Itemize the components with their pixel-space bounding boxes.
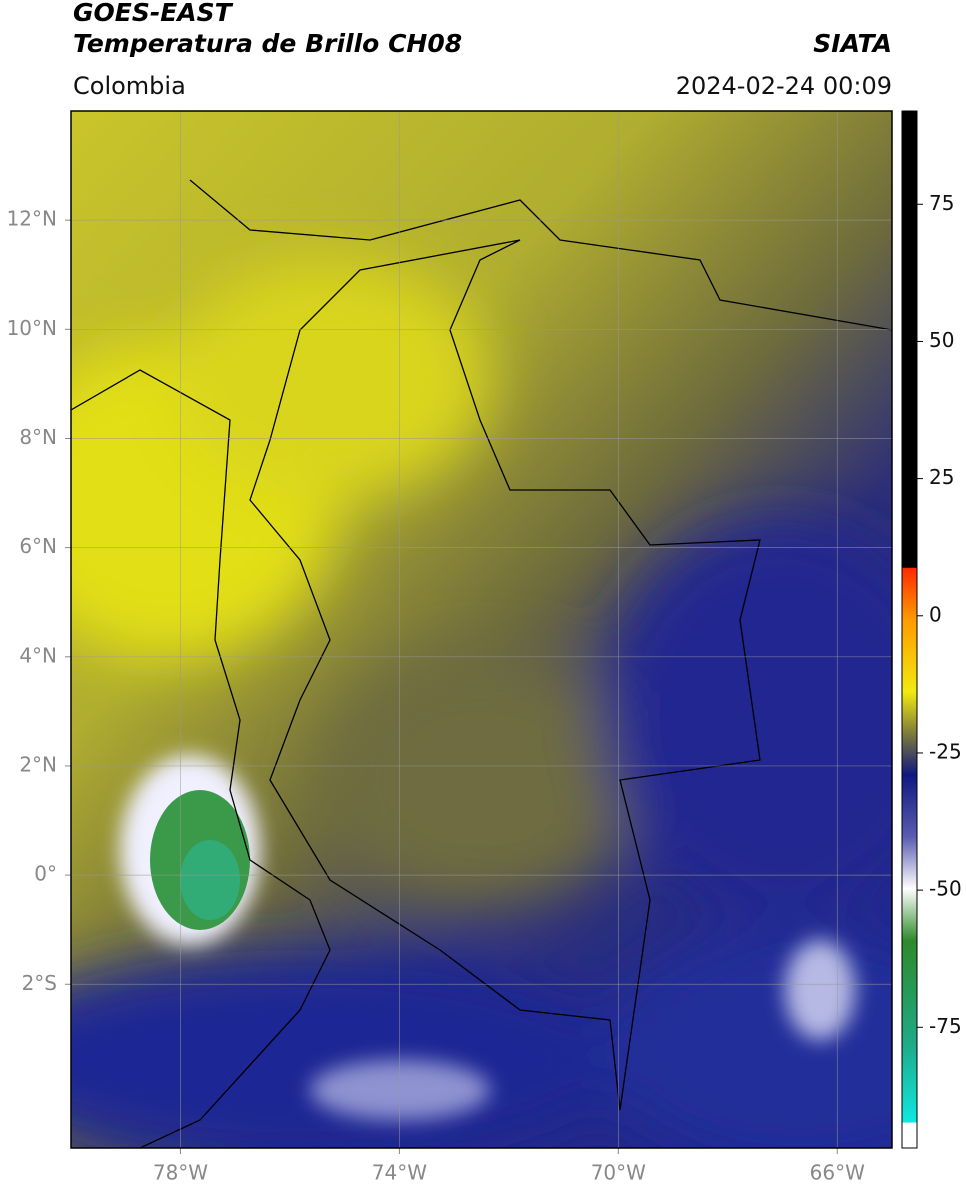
colorbar: [901, 110, 918, 1149]
x-tick-label: 66°W: [810, 1161, 865, 1185]
x-tick-label: 70°W: [591, 1161, 646, 1185]
region: Colombia: [73, 72, 186, 100]
y-tick-label: 10°N: [7, 316, 57, 340]
y-tick-label: 8°N: [19, 425, 57, 449]
satellite-image: [71, 111, 892, 1148]
colorbar-tick-label: 0: [929, 602, 942, 626]
colorbar-tick-label: 75: [929, 191, 954, 215]
y-tick-label: 4°N: [19, 643, 57, 667]
map-frame: [70, 110, 893, 1149]
source: SIATA: [813, 29, 892, 58]
subtitle: Temperatura de Brillo CH08: [73, 29, 462, 58]
y-tick-label: 6°N: [19, 534, 57, 558]
colorbar-tick-label: -75: [929, 1014, 962, 1038]
x-tick-label: 78°W: [153, 1161, 208, 1185]
colorbar-tick-label: -25: [929, 739, 962, 763]
x-tick-label: 74°W: [372, 1161, 427, 1185]
colorbar-tick-label: 25: [929, 465, 954, 489]
title: GOES-EAST: [73, 0, 234, 27]
y-tick-label: 2°N: [19, 752, 57, 776]
y-tick-label: 0°: [34, 862, 57, 886]
colorbar-tick-label: -50: [929, 877, 962, 901]
datetime: 2024-02-24 00:09: [676, 72, 892, 100]
colorbar-tick-label: 50: [929, 328, 954, 352]
y-tick-label: 12°N: [7, 207, 57, 231]
y-tick-label: 2°S: [22, 971, 57, 995]
